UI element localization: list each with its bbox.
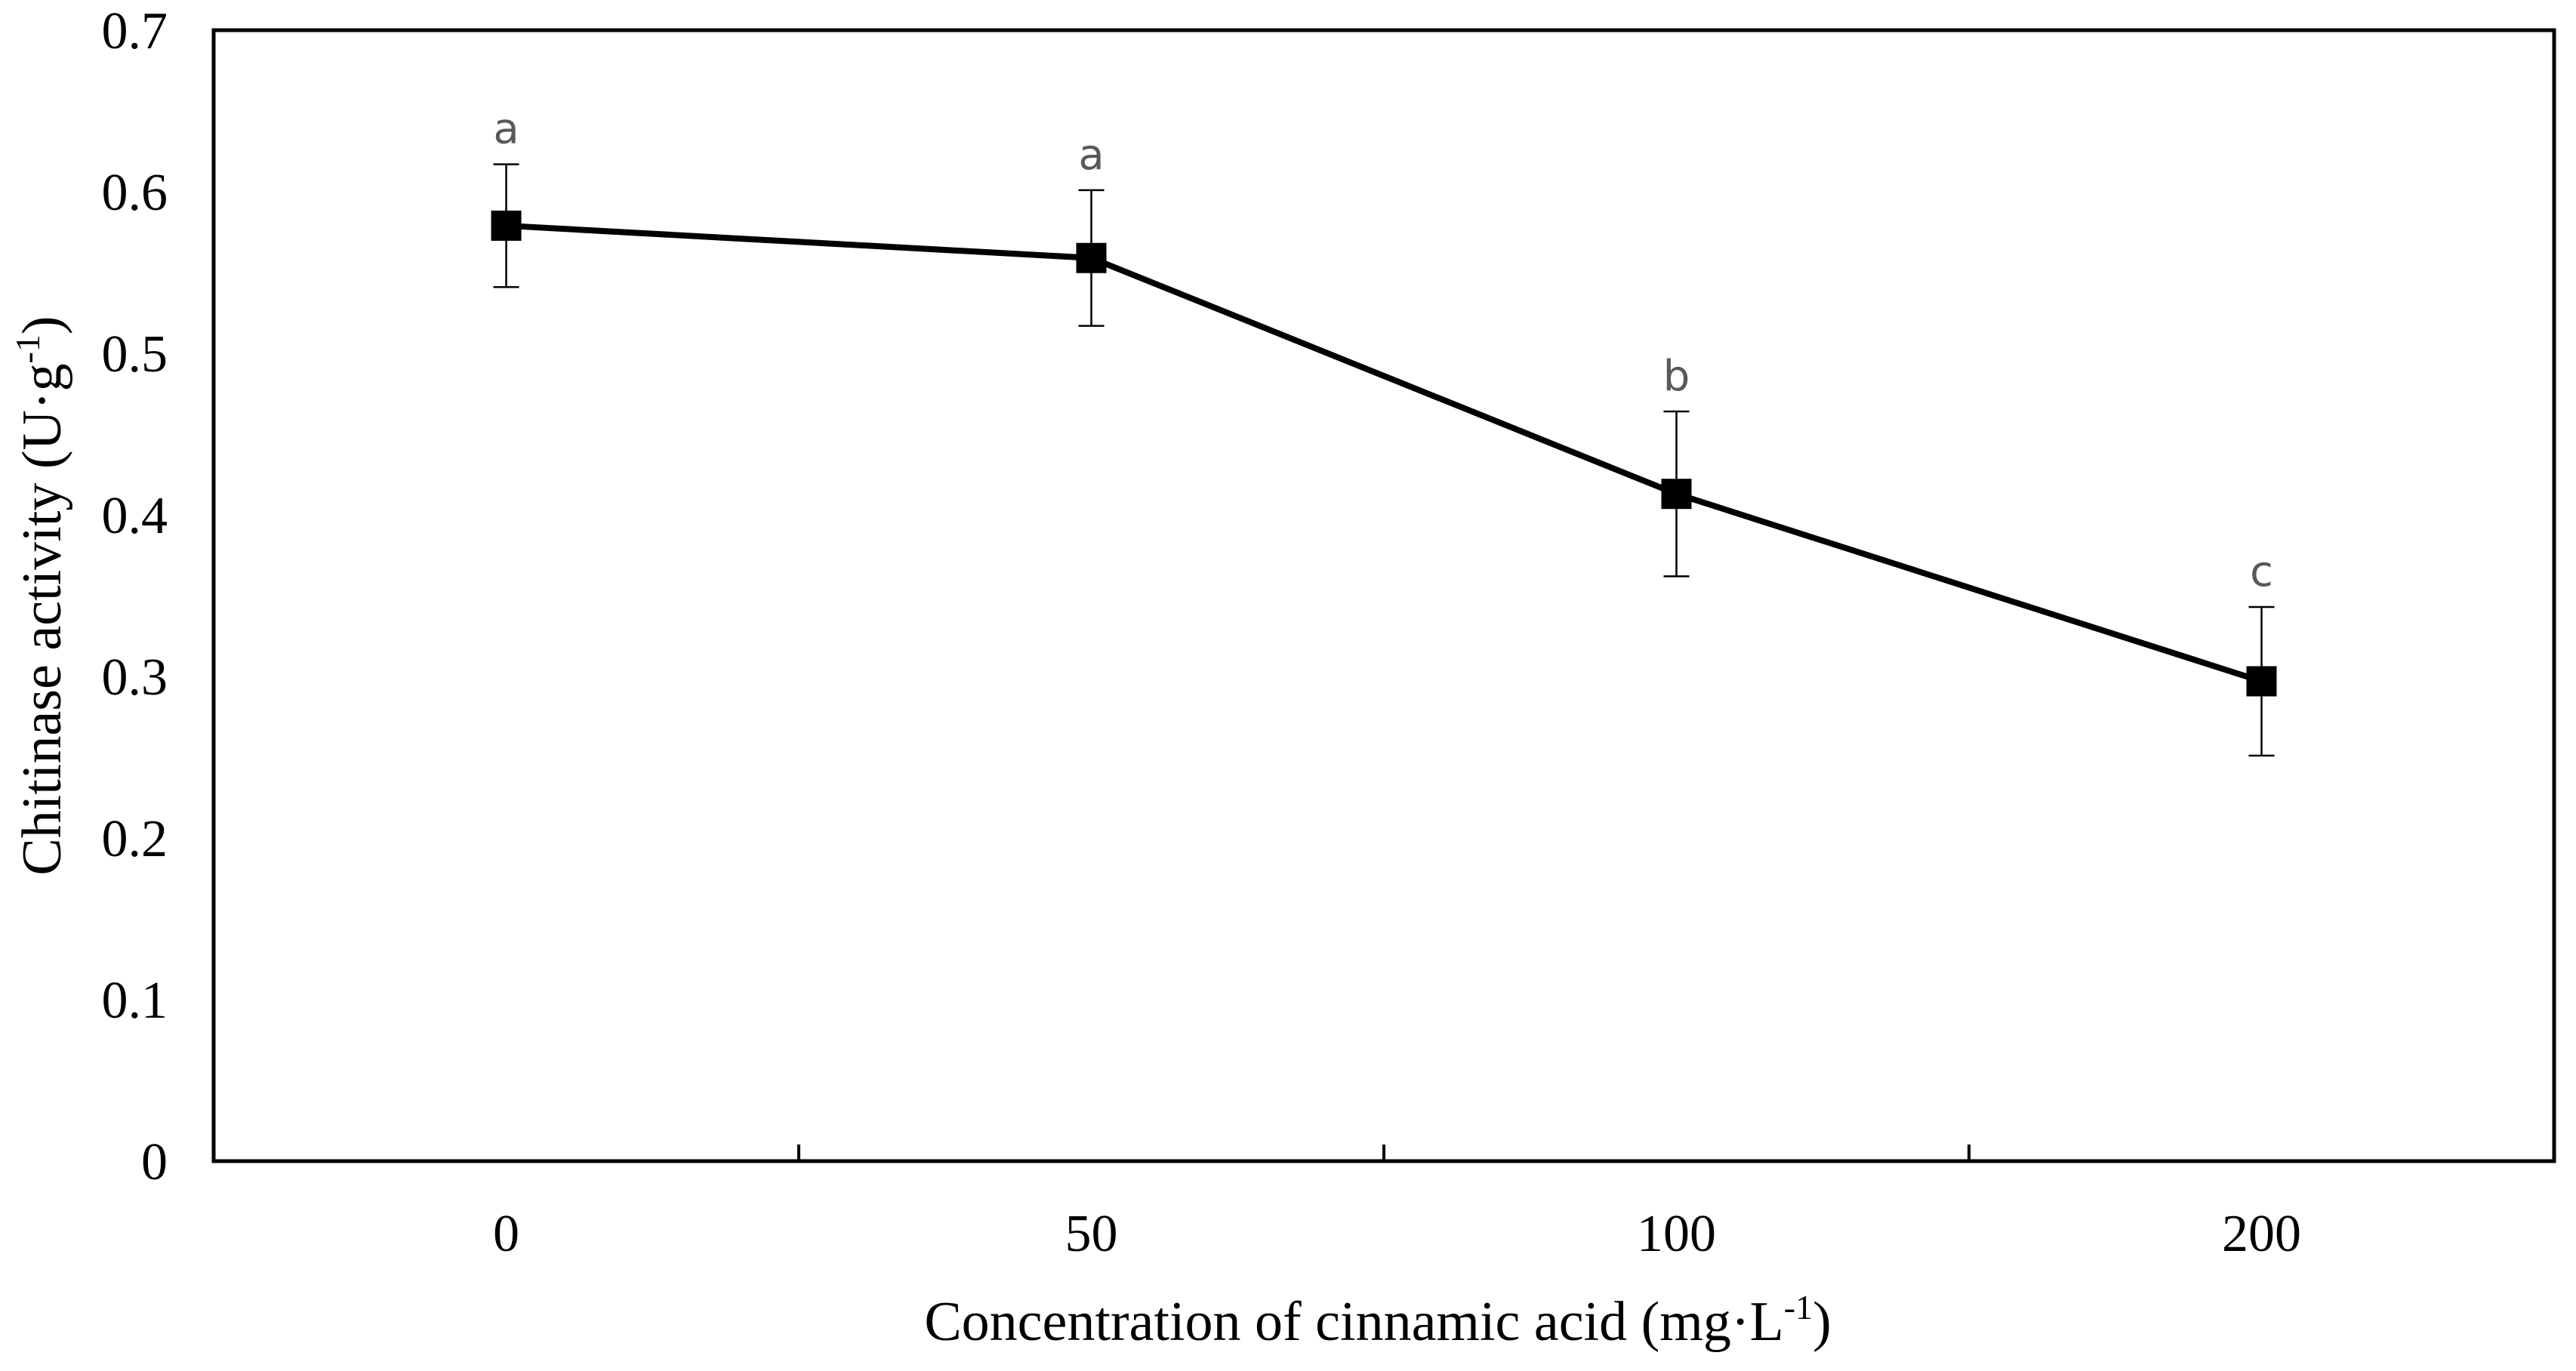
series-group: a a b c [491, 105, 2277, 757]
x-tick-label: 200 [2222, 1205, 2301, 1263]
plot-frame [211, 28, 2556, 1163]
y-tick-label: 0.7 [102, 2, 168, 60]
y-tick-label: 0.6 [102, 164, 168, 222]
significance-label: c [2250, 547, 2273, 596]
x-axis-title: Concentration of cinnamic acid (mg·L-1) [924, 1288, 1831, 1353]
significance-label: b [1663, 352, 1690, 401]
x-tick-label: 50 [1065, 1205, 1118, 1263]
y-tick-label: 0.3 [102, 649, 168, 707]
data-point-marker [1661, 479, 1692, 510]
series-line [506, 222, 2263, 685]
y-tick-label: 0.5 [102, 325, 168, 384]
y-tick-label: 0.4 [102, 487, 168, 545]
y-axis-ticks: 0 0.1 0.2 0.3 0.4 0.5 0.6 0.7 [102, 2, 168, 1191]
x-axis-ticks: 0 50 100 200 [493, 1145, 2301, 1263]
data-point-marker [1076, 242, 1107, 273]
x-tick-label: 100 [1637, 1205, 1716, 1263]
data-point-marker [2246, 666, 2277, 697]
y-tick-label: 0 [141, 1133, 168, 1191]
y-axis-title: Chitinase activity (U·g-1) [8, 316, 73, 875]
significance-label: a [1078, 131, 1104, 180]
significance-label: a [493, 105, 519, 154]
x-tick-label: 0 [493, 1205, 519, 1263]
y-tick-label: 0.1 [102, 972, 168, 1030]
y-tick-label: 0.2 [102, 810, 168, 868]
data-point-marker [491, 210, 522, 241]
